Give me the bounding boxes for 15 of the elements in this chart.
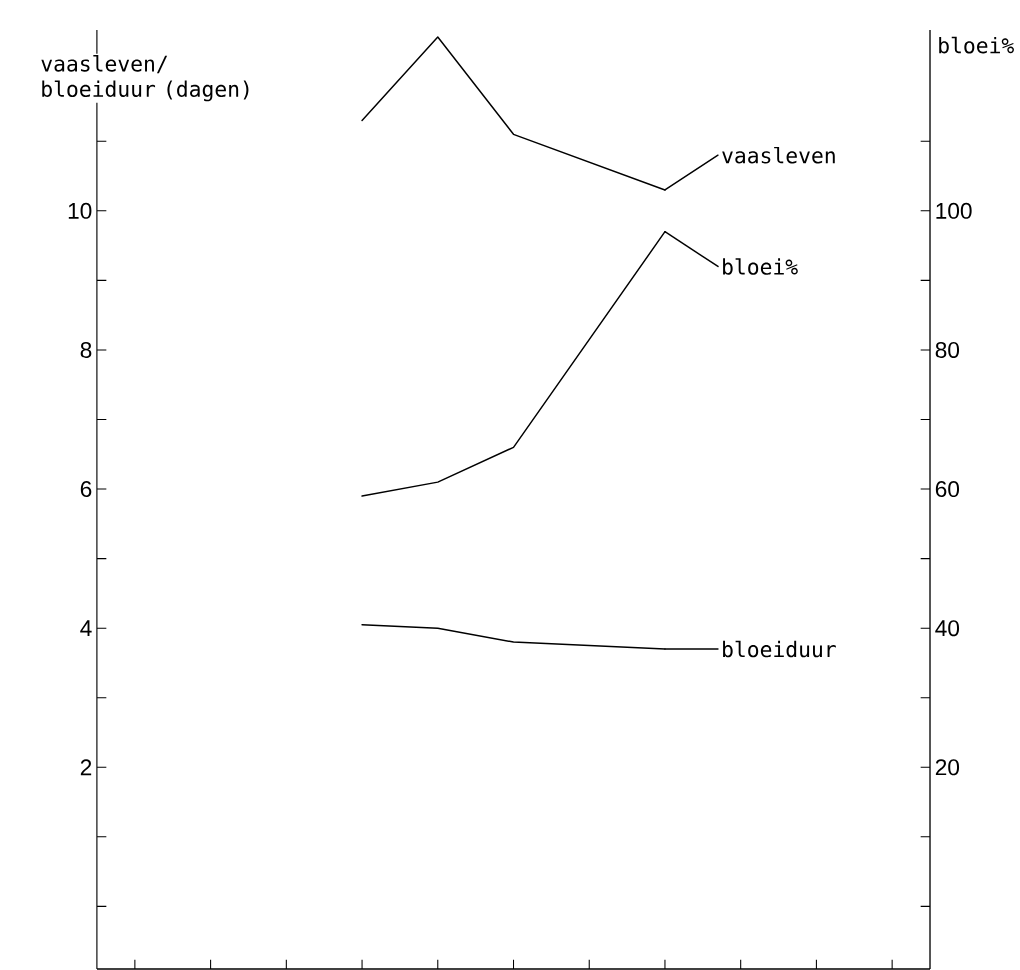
y-tick-label: 8 xyxy=(80,341,92,358)
y-axis-title: vaasleven/ bloeiduur (dagen) xyxy=(41,55,249,102)
y-tick-label: 10 xyxy=(68,202,92,219)
y2-tick-label: 20 xyxy=(935,759,960,776)
text: vaasleven xyxy=(722,146,835,164)
legend-label: bloeiduur xyxy=(723,640,836,658)
y2-tick-label: 40 xyxy=(935,620,960,637)
y-tick-label: 6 xyxy=(80,481,92,498)
y2-tick-label: 80 xyxy=(935,341,960,358)
y-tick-label: 2 xyxy=(80,759,92,776)
y2-tick-label: 100 xyxy=(936,202,972,219)
y2-tick-label: 60 xyxy=(935,481,960,498)
y2-axis-title: bloei% xyxy=(939,36,1014,54)
text: bloei% xyxy=(723,258,798,275)
y-tick-label: 4 xyxy=(80,620,92,636)
